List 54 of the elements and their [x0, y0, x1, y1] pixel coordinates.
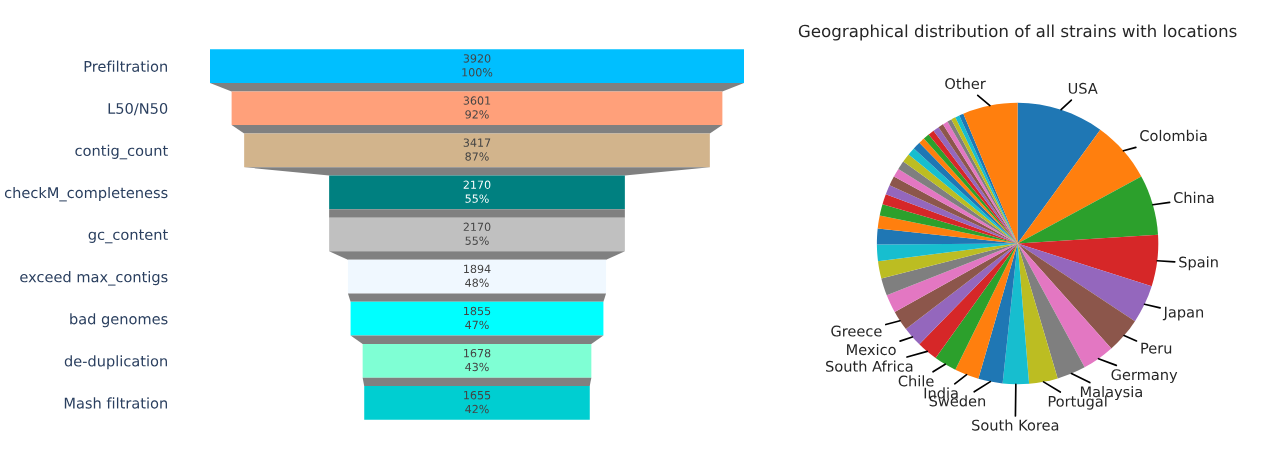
category-label: de-duplication — [64, 355, 167, 370]
slice-label: Germany — [1111, 369, 1178, 383]
pie-slice — [1017, 243, 1112, 368]
slice-label: Spain — [1179, 256, 1218, 271]
data-label: 1678 — [464, 348, 491, 358]
text: 48% — [465, 278, 489, 287]
category-label: contig_count — [75, 144, 168, 160]
data-label: 2170 — [463, 180, 491, 189]
text: 55% — [465, 194, 489, 203]
pie-slice — [1017, 243, 1085, 379]
text: 47% — [465, 320, 489, 330]
text: 43% — [465, 362, 489, 372]
category-label: Mash filtration — [64, 397, 167, 409]
category-label: L50/N50 — [108, 102, 168, 116]
slice-label: Other — [945, 77, 986, 90]
slice-label: Chile — [898, 375, 934, 387]
slice-label: USA — [1068, 82, 1098, 94]
slice-label: South Korea — [972, 419, 1059, 431]
data-label: 3417 — [463, 138, 491, 147]
slice-label: Peru — [1141, 342, 1172, 354]
pie-slice — [1017, 176, 1159, 244]
category-label: checkM_completeness — [4, 186, 168, 202]
text: 92% — [465, 110, 489, 119]
data-label: 1655 — [464, 390, 491, 400]
data-label: 2170 — [463, 222, 491, 232]
text: 100% — [462, 68, 493, 77]
category-label: bad genomes — [70, 313, 168, 328]
pie-slice — [955, 243, 1018, 379]
pie-slice — [881, 243, 1018, 296]
pie-slice — [1017, 102, 1101, 244]
chart-title: Geographical distribution of all strains with locations — [798, 24, 1237, 41]
slice-label: Colombia — [1140, 129, 1207, 142]
slice-label: Greece — [831, 325, 882, 337]
text: 87% — [465, 152, 489, 161]
category-label: Prefiltration — [84, 60, 167, 72]
text: 55% — [465, 236, 489, 245]
slice-label: Japan — [1162, 306, 1204, 321]
text: 42% — [465, 404, 489, 414]
pie-slice — [905, 243, 1018, 345]
pie-slice — [1017, 243, 1152, 322]
pie-slice — [1002, 243, 1030, 385]
slice-label: South Africa — [826, 360, 913, 372]
data-label: 3601 — [463, 96, 491, 105]
pie-slice — [886, 243, 1018, 313]
pie-slice — [935, 243, 1018, 370]
pie-slice — [894, 243, 1018, 330]
slice-label: Mexico — [847, 343, 896, 356]
data-label: 1855 — [464, 306, 491, 316]
category-label: exceed max_contigs — [20, 271, 168, 286]
data-label: 3920 — [463, 54, 491, 63]
category-label: gc_content — [88, 229, 168, 244]
data-label: 1894 — [464, 264, 491, 274]
slice-label: China — [1173, 191, 1214, 204]
pie-slice — [1017, 243, 1135, 349]
